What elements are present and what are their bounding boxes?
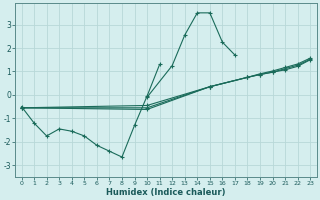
- X-axis label: Humidex (Indice chaleur): Humidex (Indice chaleur): [106, 188, 226, 197]
